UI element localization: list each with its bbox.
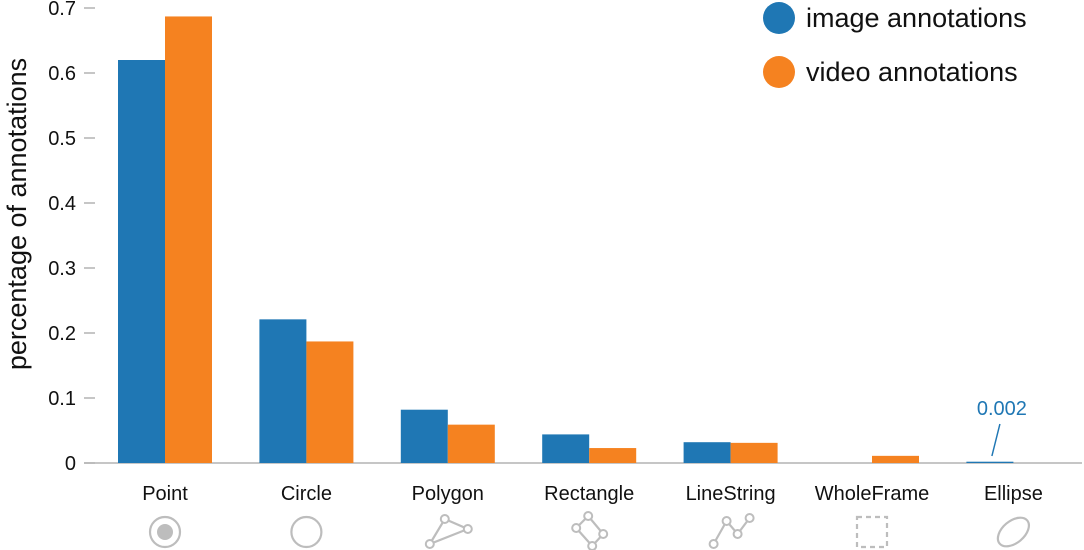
category-label: Circle	[281, 483, 332, 505]
bar-circle-image	[259, 319, 307, 463]
legend-marker	[763, 56, 795, 88]
annotation-leader-line	[991, 423, 1001, 457]
legend: image annotations video annotations	[763, 2, 1027, 88]
wholeframe-icon	[855, 515, 889, 549]
category-labels: Point Circle Polygon Rectangle LineString Who…	[142, 483, 1043, 505]
polygon-icon	[424, 514, 473, 549]
bar-circle-video	[306, 341, 354, 463]
bar-ellipse-image	[966, 461, 1014, 463]
legend-label: image annotations	[806, 3, 1027, 33]
linestring-icon	[708, 513, 755, 549]
y-tick-label: 0.7	[48, 0, 76, 20]
y-tick-label: 0	[65, 453, 76, 475]
y-tick-label: 0.2	[48, 323, 76, 345]
ellipse-icon	[996, 516, 1030, 548]
bar-polygon-image	[400, 409, 448, 463]
y-tick-label: 0.6	[48, 63, 76, 85]
rectangle-icon	[571, 511, 609, 550]
category-label: LineString	[686, 483, 776, 505]
bar-point-image	[118, 60, 165, 463]
bars	[118, 16, 1014, 463]
category-label: Polygon	[412, 483, 484, 505]
bar-rectangle-video	[589, 448, 637, 463]
category-label: Rectangle	[544, 483, 634, 505]
y-tick-label: 0.3	[48, 258, 76, 280]
circle-icon	[290, 515, 323, 549]
category-label: Ellipse	[984, 483, 1043, 505]
y-tick-label: 0.1	[48, 388, 76, 410]
point-icon	[148, 515, 182, 549]
annotation-label: 0.002	[977, 398, 1027, 420]
bar-rectangle-image	[542, 434, 590, 463]
annotations: 0.002	[977, 398, 1027, 457]
bar-wholeframe-video	[872, 455, 919, 463]
legend-label: video annotations	[806, 57, 1018, 87]
legend-marker	[763, 2, 795, 34]
y-axis-title: percentage of annotations	[2, 58, 32, 370]
category-label: Point	[142, 483, 188, 505]
bar-point-video	[165, 16, 212, 463]
y-axis: 0 0.1 0.2 0.3 0.4 0.5 0.6 0.7	[48, 0, 95, 475]
bar-polygon-video	[447, 424, 495, 463]
category-icons	[148, 511, 1030, 550]
bar-linestring-video	[730, 442, 778, 463]
bar-linestring-image	[683, 442, 731, 463]
y-tick-label: 0.5	[48, 128, 76, 150]
category-label: WholeFrame	[815, 483, 929, 505]
y-tick-label: 0.4	[48, 193, 76, 215]
